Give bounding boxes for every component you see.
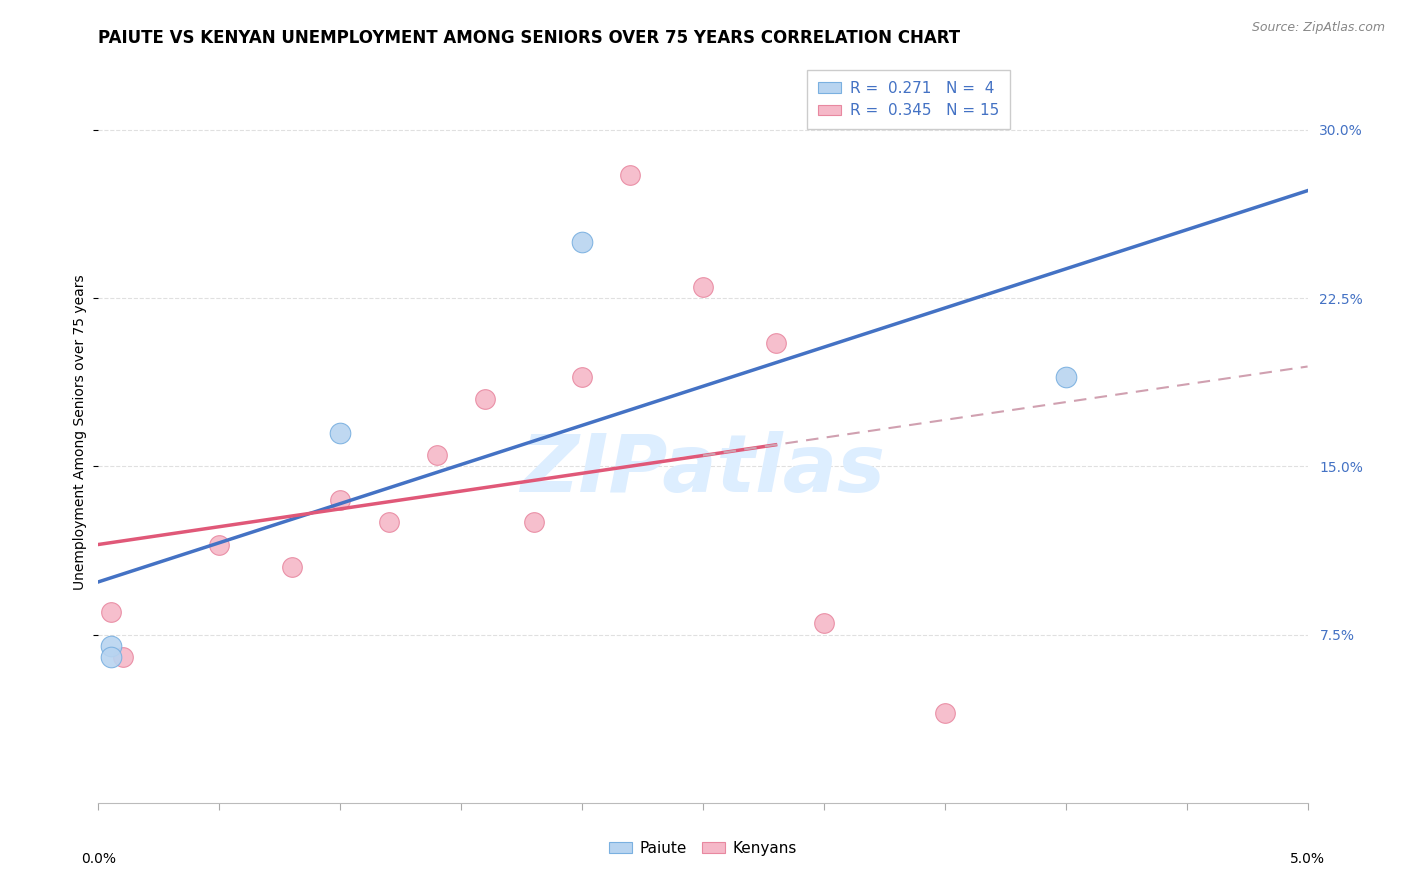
Text: PAIUTE VS KENYAN UNEMPLOYMENT AMONG SENIORS OVER 75 YEARS CORRELATION CHART: PAIUTE VS KENYAN UNEMPLOYMENT AMONG SENI… <box>98 29 960 47</box>
Point <box>692 280 714 294</box>
Point <box>100 639 122 653</box>
Point <box>100 605 122 619</box>
Text: Source: ZipAtlas.com: Source: ZipAtlas.com <box>1251 21 1385 34</box>
Point <box>100 650 122 665</box>
Y-axis label: Unemployment Among Seniors over 75 years: Unemployment Among Seniors over 75 years <box>73 275 87 591</box>
Point <box>619 168 641 182</box>
Text: 0.0%: 0.0% <box>82 852 115 866</box>
Point <box>571 369 593 384</box>
Point <box>208 538 231 552</box>
Point <box>813 616 835 631</box>
Point <box>765 335 787 350</box>
Point <box>474 392 496 406</box>
Point <box>934 706 956 720</box>
Point <box>329 492 352 507</box>
Point <box>377 516 399 530</box>
Point <box>426 448 449 462</box>
Text: 5.0%: 5.0% <box>1291 852 1324 866</box>
Point <box>111 650 134 665</box>
Legend: Paiute, Kenyans: Paiute, Kenyans <box>603 835 803 862</box>
Point <box>1054 369 1077 384</box>
Text: ZIPatlas: ZIPatlas <box>520 431 886 508</box>
Point <box>281 560 304 574</box>
Point <box>329 425 352 440</box>
Point <box>523 516 546 530</box>
Point <box>571 235 593 249</box>
